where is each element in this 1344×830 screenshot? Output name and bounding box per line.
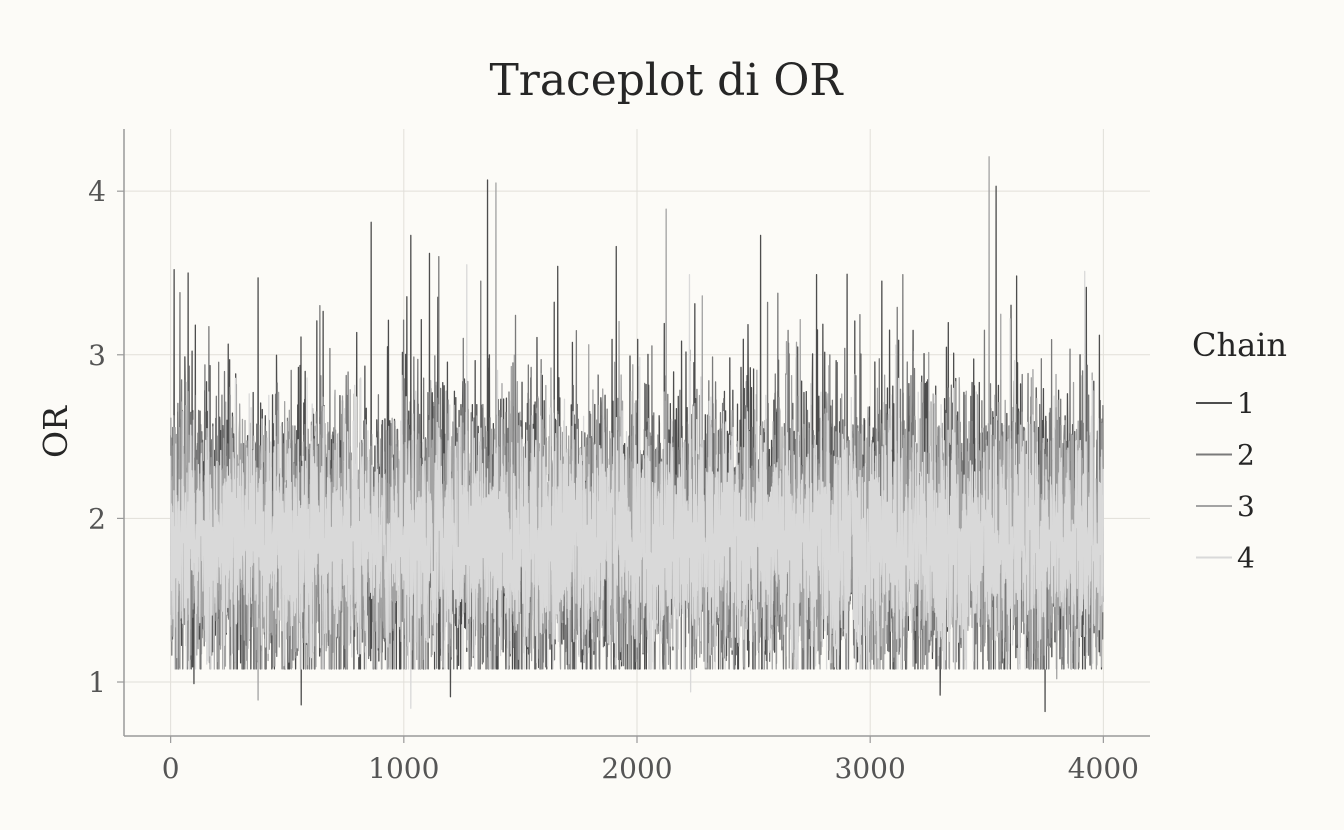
y-axis-title: OR xyxy=(36,405,75,458)
legend-label-chain-2: 2 xyxy=(1237,439,1255,472)
series-lines xyxy=(169,156,1105,713)
legend: Chain 1 2 3 4 xyxy=(1192,326,1287,575)
legend-title: Chain xyxy=(1192,326,1287,364)
x-tick-label: 1000 xyxy=(368,752,439,785)
legend-label-chain-4: 4 xyxy=(1237,542,1255,575)
chart-title: Traceplot di OR xyxy=(489,55,844,106)
x-tick-label: 2000 xyxy=(601,752,672,785)
legend-label-chain-1: 1 xyxy=(1237,387,1255,420)
y-tick-label: 4 xyxy=(88,175,106,208)
x-tick-label: 0 xyxy=(162,752,180,785)
series-line-chain-4 xyxy=(169,264,1105,709)
x-tick-label: 4000 xyxy=(1068,752,1139,785)
y-tick-label: 3 xyxy=(88,339,106,372)
y-tick-label: 2 xyxy=(88,502,106,535)
legend-label-chain-3: 3 xyxy=(1237,490,1255,523)
x-tick-label: 3000 xyxy=(835,752,906,785)
x-ticks: 0 1000 2000 3000 4000 xyxy=(162,736,1139,785)
y-ticks: 1 2 3 4 xyxy=(88,175,124,699)
y-tick-label: 1 xyxy=(88,666,106,699)
